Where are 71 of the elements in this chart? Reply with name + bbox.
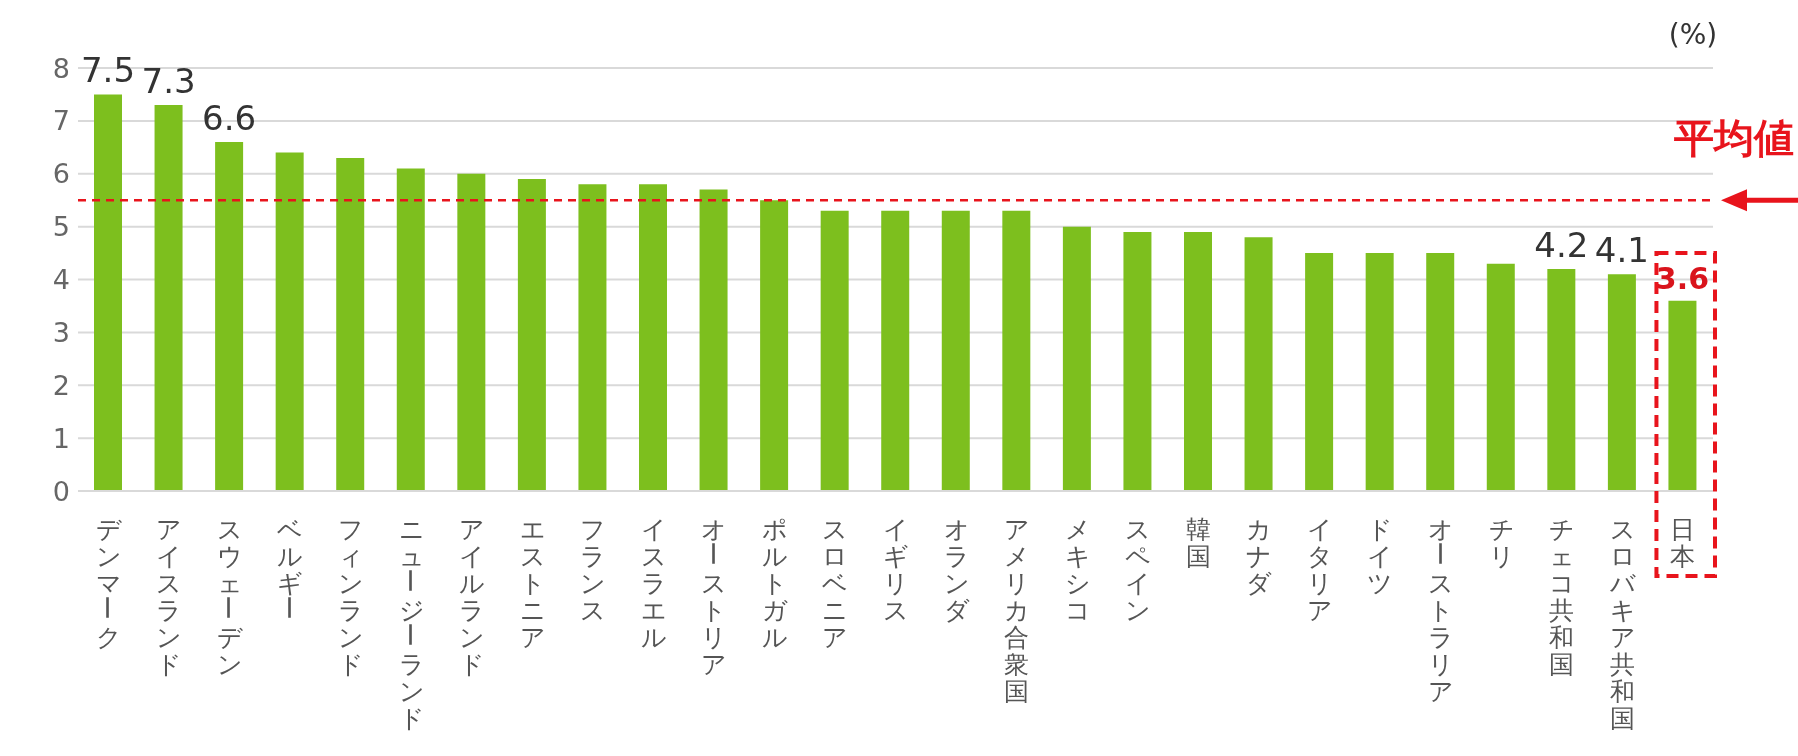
x-tick-label: フランス — [580, 515, 607, 625]
bar — [1002, 210, 1031, 491]
bar — [699, 189, 728, 491]
x-tick-label: メキシコ — [1064, 515, 1091, 625]
bar — [1184, 231, 1212, 491]
bar — [941, 210, 970, 491]
bar — [820, 210, 849, 491]
x-tick-label: ニュージーランド — [395, 515, 425, 733]
x-tick-label: デンマーク — [92, 515, 122, 652]
bar — [1426, 253, 1455, 491]
data-label: 6.6 — [202, 98, 257, 139]
y-tick-label: 2 — [52, 369, 70, 401]
bar — [215, 142, 244, 491]
y-tick-label: 7 — [52, 105, 70, 137]
data-label: 7.3 — [141, 61, 196, 102]
y-tick-label: 3 — [52, 316, 70, 348]
bar — [760, 200, 789, 491]
x-tick-label: イタリア — [1306, 515, 1333, 625]
y-tick-label: 1 — [52, 422, 70, 454]
x-tick-label: ポルトガル — [761, 515, 788, 652]
bar — [154, 105, 183, 491]
x-tick-label: ベルギー — [273, 515, 304, 620]
x-tick-label: オーストラリア — [1424, 515, 1454, 706]
x-tick-label: ドイツ — [1367, 515, 1394, 598]
y-tick-label: 6 — [52, 158, 70, 190]
y-tick-label: 0 — [52, 475, 70, 507]
y-tick-label: 4 — [52, 264, 70, 296]
bar — [1305, 253, 1334, 491]
x-tick-label: オランダ — [943, 515, 970, 625]
x-tick-label: アメリカ合衆国 — [1004, 515, 1031, 706]
bar — [1365, 253, 1394, 491]
x-tick-label: イギリス — [883, 515, 909, 625]
x-tick-label: カナダ — [1246, 515, 1273, 598]
y-tick-label: 8 — [52, 52, 70, 84]
x-tick-label: スロベニア — [822, 515, 849, 652]
data-label: 7.5 — [80, 50, 136, 91]
bar — [396, 168, 425, 491]
bar — [275, 152, 304, 491]
bar — [578, 184, 607, 491]
data-label: 3.6 — [1655, 260, 1710, 296]
x-tick-label: アイスランド — [156, 515, 183, 679]
bar — [336, 157, 365, 491]
data-label: 4.1 — [1594, 230, 1649, 271]
bar — [1668, 300, 1697, 491]
y-axis-title: (%) — [1668, 18, 1718, 51]
x-tick-label: オーストリア — [697, 515, 728, 679]
data-label: 4.2 — [1534, 224, 1589, 265]
bar — [1547, 268, 1576, 491]
x-tick-label: スペイン — [1125, 515, 1152, 625]
bar — [1607, 274, 1636, 491]
bar — [1486, 263, 1515, 491]
x-tick-label: 日本 — [1670, 515, 1696, 571]
bar — [881, 210, 910, 491]
x-tick-label: エストニア — [519, 515, 546, 652]
x-tick-label: 韓国 — [1185, 515, 1211, 571]
bar — [639, 184, 667, 491]
x-tick-label: チリ — [1488, 515, 1515, 571]
bar — [1062, 226, 1091, 491]
x-tick-label: アイルランド — [459, 515, 486, 679]
x-tick-label: イスラエル — [640, 515, 667, 652]
bar — [457, 173, 486, 491]
bar — [94, 94, 122, 491]
x-tick-label: チェコ共和国 — [1549, 515, 1576, 679]
bar — [1123, 231, 1152, 491]
ref-line-label: 平均値 — [1673, 115, 1794, 162]
x-tick-label: スロバキア共和国 — [1608, 515, 1636, 733]
x-tick-label: スウェーデン — [213, 515, 243, 679]
bar — [1244, 237, 1273, 491]
y-tick-label: 5 — [52, 211, 70, 243]
x-tick-label: フィンランド — [338, 515, 364, 679]
bar — [517, 179, 546, 491]
